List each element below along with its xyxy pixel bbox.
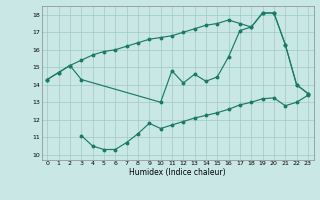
X-axis label: Humidex (Indice chaleur): Humidex (Indice chaleur) xyxy=(129,168,226,177)
